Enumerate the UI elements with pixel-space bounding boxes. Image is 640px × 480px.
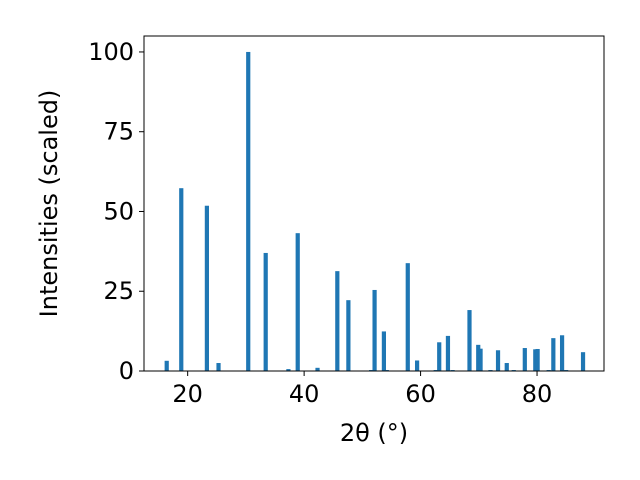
bar [467, 310, 472, 371]
plot-frame [143, 35, 605, 372]
x-tick-label: 20 [172, 380, 203, 408]
bar [346, 300, 351, 371]
bar [437, 342, 442, 371]
bar [263, 252, 268, 371]
bars-group [164, 51, 586, 371]
bar [405, 263, 410, 371]
x-tick-label: 80 [522, 380, 553, 408]
bar [476, 344, 481, 371]
bar [372, 289, 377, 371]
x-tick-label: 40 [289, 380, 320, 408]
bar [535, 348, 540, 371]
y-tick-label: 75 [103, 118, 134, 146]
y-tick-label: 50 [103, 197, 134, 225]
y-axis-label: Intensities (scaled) [35, 90, 63, 318]
bar [216, 363, 221, 371]
bar [533, 349, 538, 371]
y-tick-label: 25 [103, 277, 134, 305]
bar [286, 369, 291, 371]
bar [559, 335, 565, 371]
y-tick-label: 0 [119, 357, 134, 385]
bar [478, 348, 483, 371]
bar [551, 338, 556, 371]
x-axis-label: 2θ (°) [340, 419, 408, 447]
bar [495, 350, 501, 371]
bar [414, 360, 420, 371]
bar [246, 51, 251, 371]
bar [522, 348, 527, 371]
bar [504, 363, 509, 371]
bar [164, 360, 169, 371]
bar [204, 205, 209, 371]
bar [335, 271, 340, 371]
ticks-group: 20 40 60 80 0 25 50 75 100 [88, 38, 552, 408]
x-tick-label: 60 [405, 380, 436, 408]
bar [315, 367, 320, 371]
bar [580, 352, 586, 371]
y-tick-label: 100 [88, 38, 134, 66]
bar [295, 233, 300, 371]
bar [381, 331, 386, 371]
bar [179, 188, 184, 371]
bar [445, 335, 451, 371]
